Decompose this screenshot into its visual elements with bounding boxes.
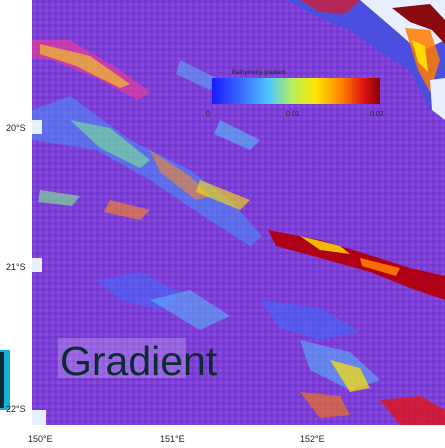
- map-raster: [32, 0, 445, 425]
- overlay-word: Gradient: [60, 338, 218, 384]
- latitude-label-20s: 20°S: [6, 123, 26, 133]
- colorbar-gradient: [212, 78, 380, 104]
- colorbar-tick-001: 0.01: [286, 111, 300, 118]
- longitude-label-152e: 152°E: [300, 434, 325, 444]
- accent-bar: [0, 350, 10, 410]
- latitude-label-21s: 21°S: [6, 262, 26, 272]
- ridge-feature: [268, 230, 445, 300]
- colorbar-tick-002: 0.02: [370, 111, 384, 118]
- colorbar-title: Bathymetry gradient: [232, 70, 286, 76]
- colorbar-tick-0: 0: [206, 111, 210, 118]
- overlay-caption: Gradient: [58, 338, 218, 384]
- longitude-label-150e: 150°E: [28, 434, 53, 444]
- latitude-label-22s: 22°S: [6, 404, 26, 414]
- longitude-label-151e: 151°E: [160, 434, 185, 444]
- colorbar-legend: Bathymetry gradient 0 0.01 0.02: [206, 70, 384, 118]
